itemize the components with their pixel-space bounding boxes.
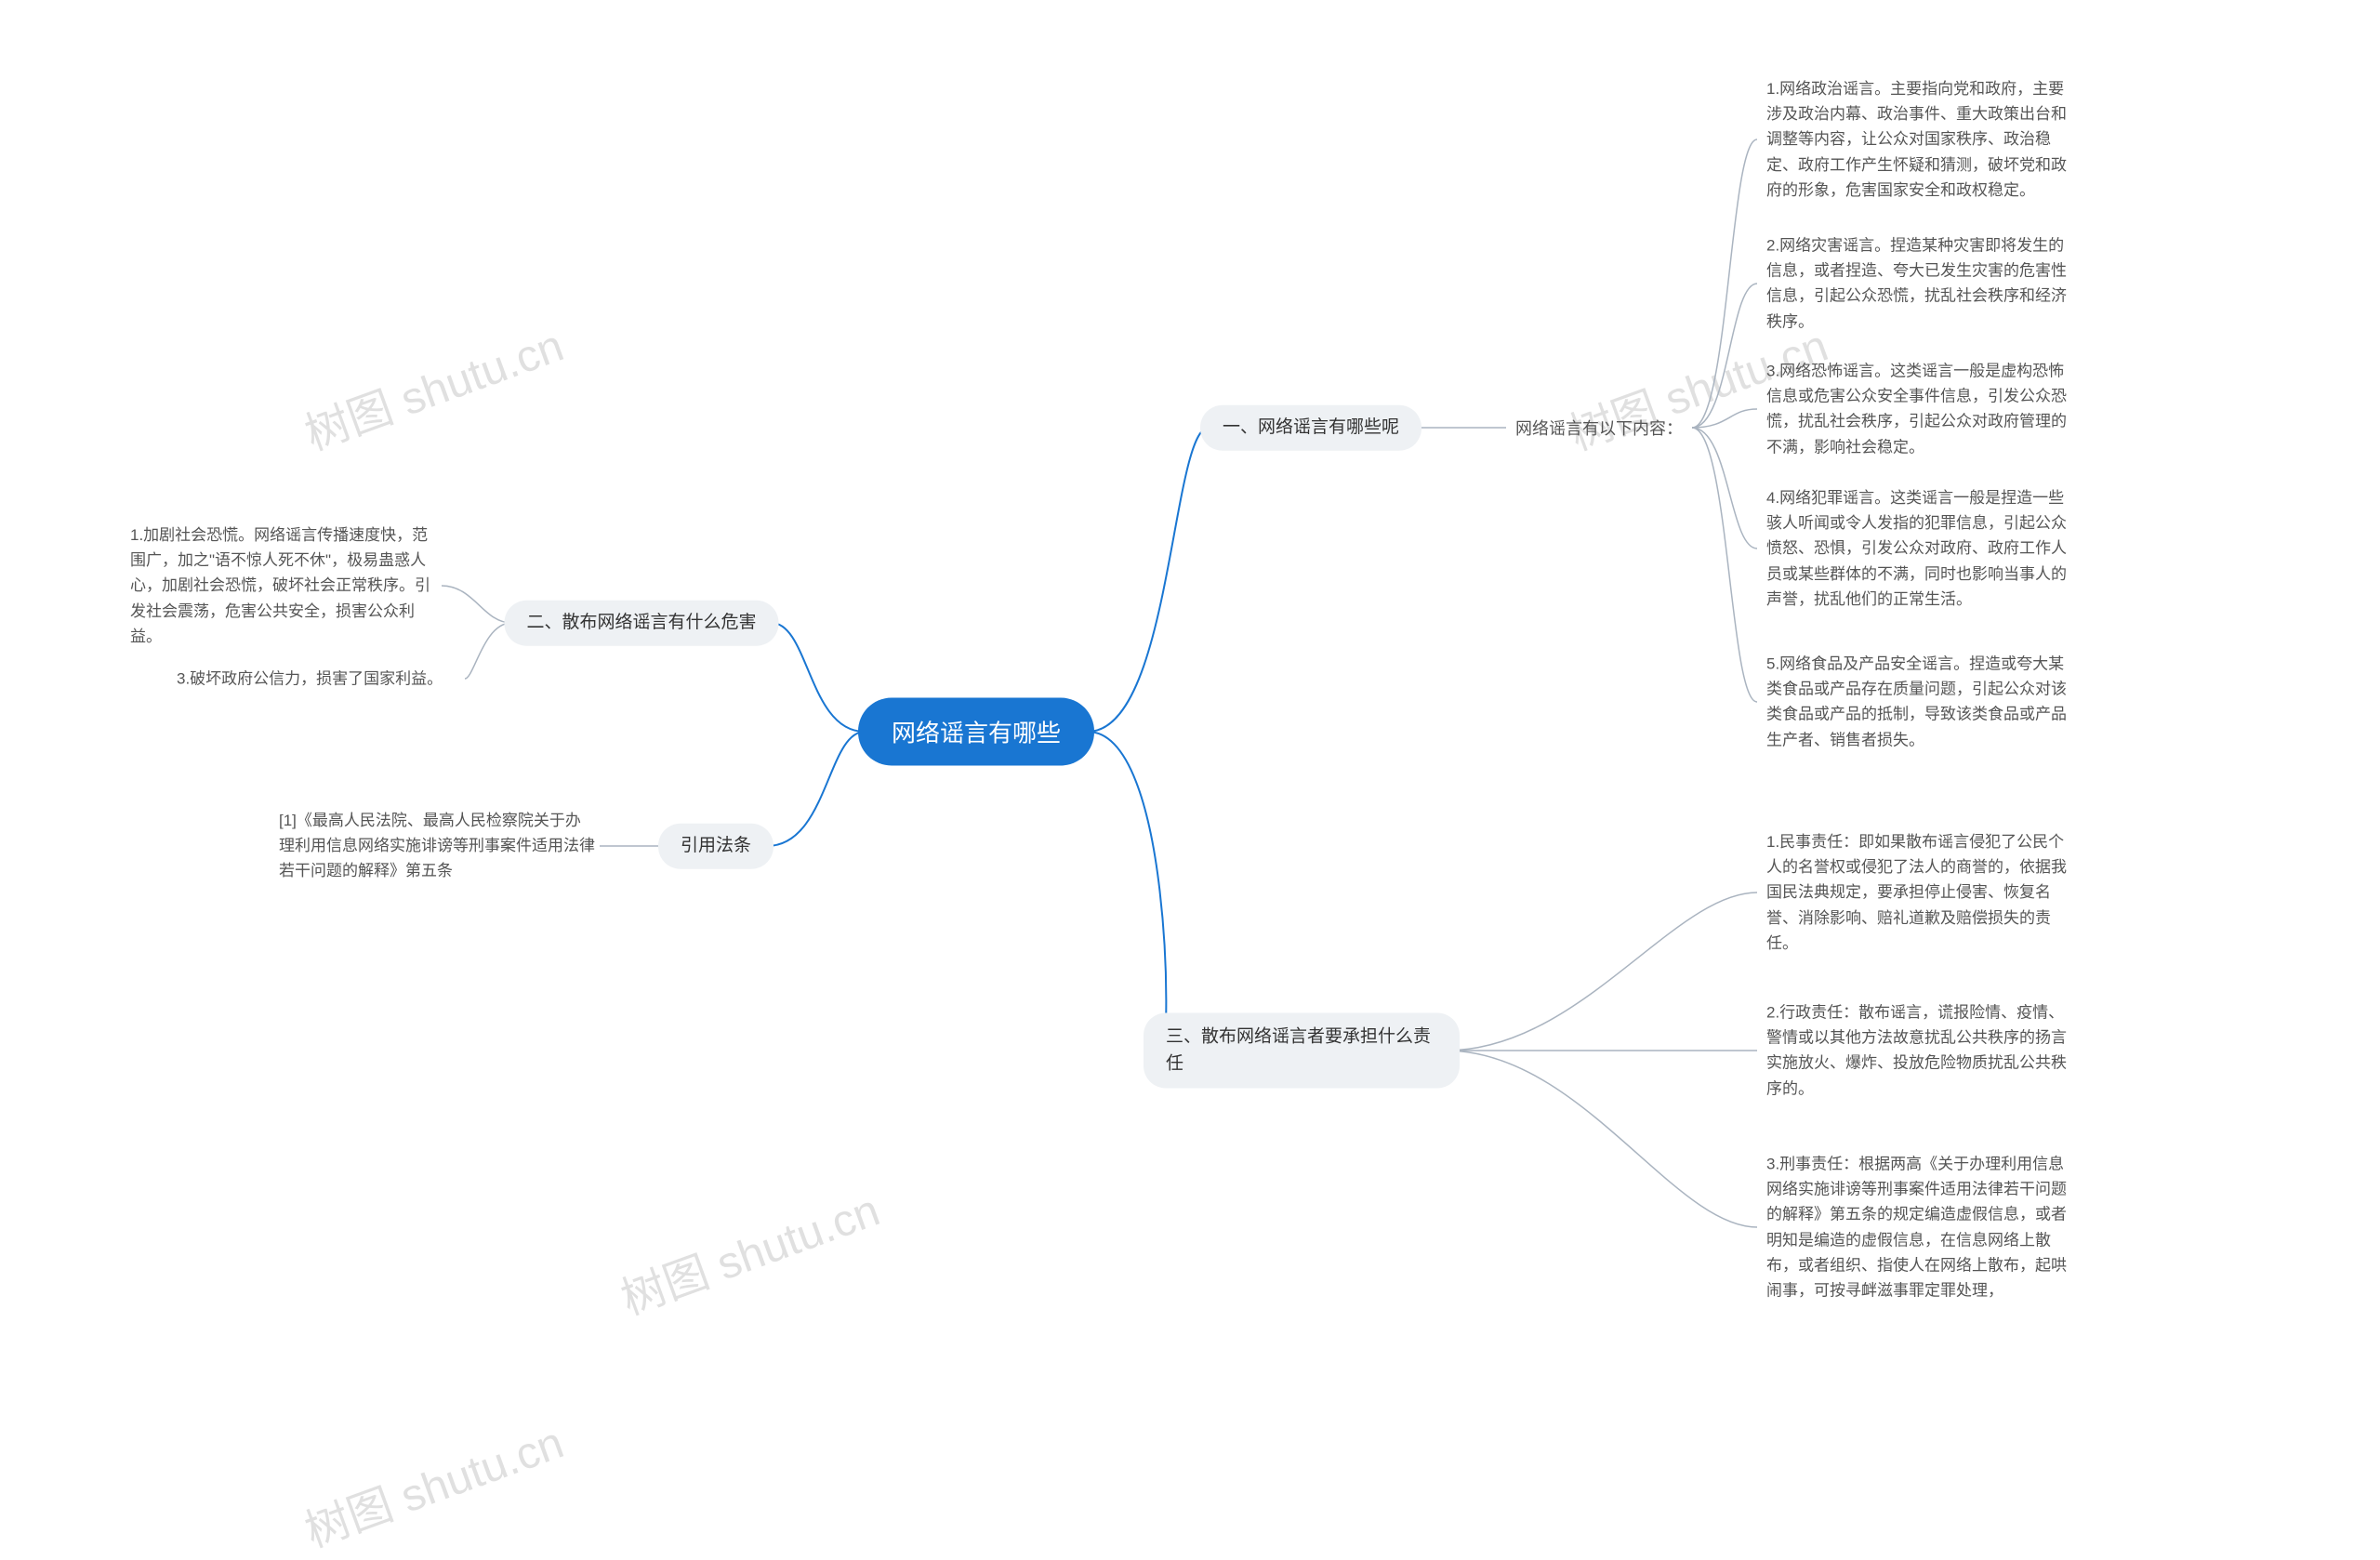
intermediate-label: 网络谣言有以下内容： xyxy=(1515,416,1683,440)
branch-label: 引用法条 xyxy=(681,836,751,855)
branch-node-liability: 三、散布网络谣言者要承担什么责任 xyxy=(1144,1013,1460,1089)
leaf-text: [1]《最高人民法院、最高人民检察院关于办理利用信息网络实施诽谤等刑事案件适用法… xyxy=(279,808,595,884)
branch-label: 二、散布网络谣言有什么危害 xyxy=(526,613,756,632)
branch-node-types: 一、网络谣言有哪些呢 xyxy=(1200,405,1421,451)
center-node-label: 网络谣言有哪些 xyxy=(892,720,1061,747)
leaf-text: 1.民事责任：即如果散布谣言侵犯了公民个人的名誉权或侵犯了法人的商誉的，依据我国… xyxy=(1766,829,2073,956)
branch-label: 三、散布网络谣言者要承担什么责任 xyxy=(1166,1027,1431,1074)
leaf-text: 5.网络食品及产品安全谣言。捏造或夸大某类食品或产品存在质量问题，引起公众对该类… xyxy=(1766,652,2073,753)
branch-label: 一、网络谣言有哪些呢 xyxy=(1223,417,1399,437)
leaf-text: 3.破坏政府公信力，损害了国家利益。 xyxy=(177,666,443,691)
watermark: 树图 shutu.cn xyxy=(295,1406,571,1559)
branch-node-harm: 二、散布网络谣言有什么危害 xyxy=(504,601,778,646)
leaf-text: 2.行政责任：散布谣言，谎报险情、疫情、警情或以其他方法故意扰乱公共秩序的扬言实… xyxy=(1766,1000,2073,1102)
branch-node-citation: 引用法条 xyxy=(658,824,774,869)
leaf-text: 3.刑事责任：根据两高《关于办理利用信息网络实施诽谤等刑事案件适用法律若干问题的… xyxy=(1766,1151,2073,1302)
leaf-text: 2.网络灾害谣言。捏造某种灾害即将发生的信息，或者捏造、夸大已发生灾害的危害性信… xyxy=(1766,233,2073,335)
leaf-text: 3.网络恐怖谣言。这类谣言一般是虚构恐怖信息或危害公众安全事件信息，引发公众恐慌… xyxy=(1766,359,2073,460)
leaf-text: 1.网络政治谣言。主要指向党和政府，主要涉及政治内幕、政治事件、重大政策出台和调… xyxy=(1766,76,2073,203)
mindmap-center-node: 网络谣言有哪些 xyxy=(858,698,1094,766)
leaf-text: 1.加剧社会恐慌。网络谣言传播速度快，范围广，加之"语不惊人死不休"，极易蛊惑人… xyxy=(130,522,437,649)
watermark: 树图 shutu.cn xyxy=(611,1173,887,1327)
watermark: 树图 shutu.cn xyxy=(295,309,571,462)
leaf-text: 4.网络犯罪谣言。这类谣言一般是捏造一些骇人听闻或令人发指的犯罪信息，引起公众愤… xyxy=(1766,485,2073,612)
